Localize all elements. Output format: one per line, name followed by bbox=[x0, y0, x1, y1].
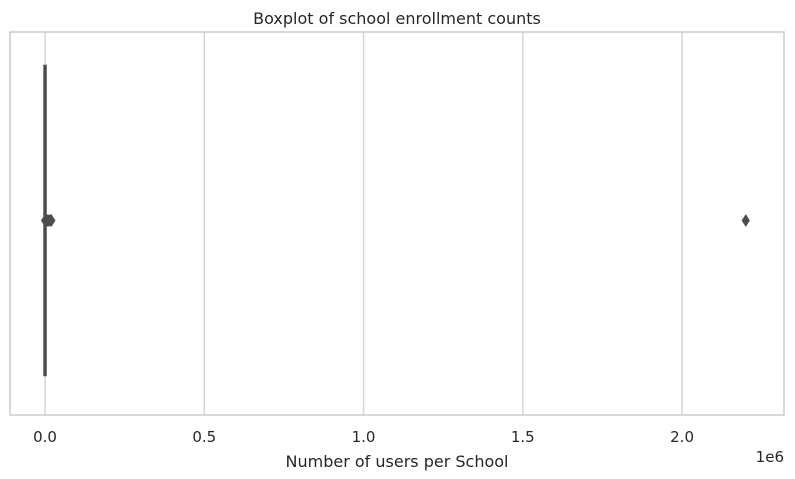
outlier-point bbox=[741, 214, 750, 227]
grid-lines bbox=[44, 32, 683, 415]
outlier-point bbox=[47, 214, 56, 227]
x-tick-label: 1.5 bbox=[511, 428, 535, 446]
x-tick-label: 2.0 bbox=[670, 428, 694, 446]
chart-title: Boxplot of school enrollment counts bbox=[253, 9, 541, 28]
x-tick-label: 1.0 bbox=[352, 428, 376, 446]
x-axis-label: Number of users per School bbox=[286, 452, 509, 471]
outlier-group bbox=[40, 214, 750, 227]
plot-frame bbox=[9, 31, 785, 416]
x-scale-offset: 1e6 bbox=[756, 448, 784, 466]
x-tick-labels: 0.0 0.5 1.0 1.5 2.0 bbox=[33, 428, 694, 446]
x-tick-label: 0.5 bbox=[192, 428, 216, 446]
x-tick-label: 0.0 bbox=[33, 428, 57, 446]
